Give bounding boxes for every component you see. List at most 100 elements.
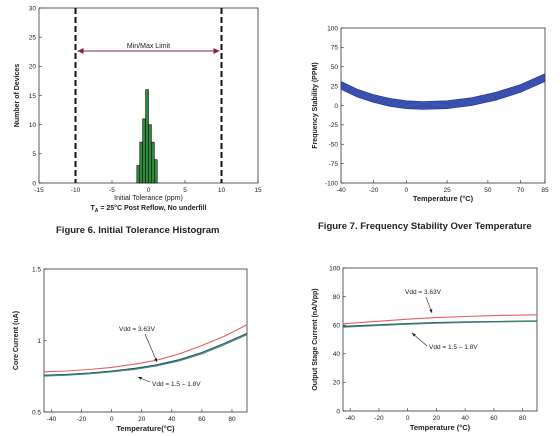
output-current-annotation-arrowhead-0: [429, 309, 433, 313]
output-current-y-tick-label: 20: [333, 380, 341, 387]
histogram-bar: [151, 141, 155, 184]
core-current-x-tick-label: 0: [110, 416, 114, 423]
core-current-y-tick-label: 1: [37, 338, 41, 345]
stability-y-tick-label: 75: [331, 45, 339, 52]
limit-annotation: Min/Max Limit: [127, 43, 170, 50]
core-current-x-tick-label: -40: [47, 416, 57, 423]
stability-curve: [340, 77, 546, 106]
histogram-x-tick-label: 0: [147, 187, 151, 194]
stability-y-tick-label: -25: [329, 122, 339, 129]
stability-curve: [340, 80, 546, 110]
stability-x-tick-label: 50: [484, 187, 492, 194]
stability-x-tick-label: 25: [443, 187, 451, 194]
output-current-y-tick-label: 100: [329, 265, 340, 272]
histogram-bar: [148, 124, 152, 184]
stability-x-axis-label: Temperature (°C): [413, 194, 474, 203]
output-current-x-tick-label: 80: [519, 415, 527, 422]
output-current-series-line-2: [343, 320, 537, 328]
stability-y-tick-label: -75: [329, 161, 339, 168]
histogram-bar: [142, 118, 146, 184]
core-current-x-tick-label: -20: [77, 416, 87, 423]
histogram-y-tick-label: 30: [29, 5, 37, 12]
output-current-y-tick-label: 40: [333, 351, 341, 358]
histogram-y-tick-label: 25: [29, 34, 37, 41]
stability-y-tick-label: 100: [327, 25, 338, 32]
output-current-x-axis-label: Temperature (°C): [410, 423, 471, 432]
core-current-series-line-0: [44, 324, 247, 373]
stability-curve: [340, 75, 546, 104]
output-current: -40 -20 0 20 40 60 80 0 20 40 60 80 100 Temperature (…: [312, 265, 538, 432]
output-current-annotation-0: Vdd = 3.63V: [405, 289, 442, 296]
stability-y-tick-label: 50: [331, 64, 339, 71]
histogram-bar: [139, 141, 143, 184]
output-current-x-tick-label: 0: [406, 415, 410, 422]
histogram-bar: [145, 89, 149, 184]
histogram: -15 -10 -5 0 5 10 15 0 5 10 15 20 25 30 Initial Tolera…: [14, 5, 262, 214]
output-current-x-tick-label: 40: [462, 415, 470, 422]
histogram-y-tick-label: 15: [29, 93, 37, 100]
core-current-series-line-1: [44, 332, 247, 376]
stability-y-tick-label: 0: [334, 103, 338, 110]
stability: -40 -20 0 25 50 70 85 -100 -75 -50 -25 0 25 50 75 100 Te…: [312, 25, 549, 203]
histogram-x-tick-label: 5: [183, 187, 187, 194]
core-current-annotation-1: Vdd = 1.5 – 1.8V: [152, 381, 201, 388]
histogram-x-tick-label: -10: [71, 187, 81, 194]
histogram-subtitle: TA = 25°C Post Reflow, No underfill: [90, 204, 206, 214]
histogram-x-tick-label: 10: [218, 187, 226, 194]
core-current-y-axis-label: Core Current (uA): [13, 311, 20, 370]
figure-7-caption: Figure 7. Frequency Stability Over Tempe…: [318, 221, 532, 232]
output-current-x-tick-label: -40: [345, 415, 355, 422]
output-current-x-tick-label: -20: [374, 415, 384, 422]
histogram-x-axis-label: Initial Tolerance (ppm): [114, 195, 183, 202]
histogram-y-tick-label: 10: [29, 122, 37, 129]
stability-x-tick-label: 70: [517, 187, 525, 194]
output-current-plot-frame: [342, 267, 538, 412]
core-current-x-tick-label: 80: [228, 416, 236, 423]
stability-y-tick-label: -50: [329, 142, 339, 149]
histogram-x-tick-label: -5: [109, 187, 115, 194]
stability-curve: [340, 78, 546, 107]
core-current-x-tick-label: 20: [138, 416, 146, 423]
limit-arrowhead-right: [213, 48, 220, 54]
output-current-y-axis-label: Output Stage Current (nA/Vpp): [312, 288, 319, 390]
output-current-y-tick-label: 80: [333, 294, 341, 301]
histogram-y-tick-label: 0: [32, 180, 36, 187]
output-current-x-tick-label: 20: [433, 415, 441, 422]
output-current-annotation-arrowhead-1: [412, 333, 416, 337]
core-current-x-tick-label: 60: [198, 416, 206, 423]
histogram-x-tick-label: 15: [254, 187, 262, 194]
core-current: -40 -20 0 20 40 60 80 0.5 1 1.5 Temperature(°C) Cor…: [13, 266, 248, 433]
output-current-y-tick-label: 0: [336, 408, 340, 415]
core-current-y-tick-label: 1.5: [32, 266, 41, 273]
histogram-y-tick-label: 20: [29, 64, 37, 71]
core-current-annotation-arrowhead-0: [154, 358, 157, 362]
stability-curve: [340, 73, 546, 103]
stability-x-tick-label: -40: [336, 187, 346, 194]
stability-x-tick-label: -20: [369, 187, 379, 194]
histogram-y-axis-label: Number of Devices: [14, 64, 21, 128]
stability-y-tick-label: -100: [325, 180, 338, 187]
stability-curve: [340, 79, 546, 109]
core-current-y-tick-label: 0.5: [32, 409, 41, 416]
output-current-series-line-0: [343, 314, 537, 325]
core-current-x-tick-label: 40: [168, 416, 176, 423]
output-current-x-tick-label: 60: [490, 415, 498, 422]
subtitle-rest: = 25°C Post Reflow, No underfill: [98, 204, 206, 212]
output-current-y-tick-label: 60: [333, 323, 341, 330]
stability-curve: [340, 76, 546, 105]
stability-y-tick-label: 25: [331, 83, 339, 90]
subtitle-subscript: A: [95, 208, 99, 214]
core-current-x-axis-label: Temperature(°C): [116, 424, 175, 433]
core-current-series-line-2: [44, 334, 247, 377]
core-current-annotation-arrow-0: [144, 333, 158, 363]
figure-6-caption: Figure 6. Initial Tolerance Histogram: [56, 225, 220, 236]
limit-arrowhead-left: [77, 48, 84, 54]
stability-x-tick-label: 0: [404, 187, 408, 194]
stability-x-tick-label: 85: [541, 187, 549, 194]
core-current-plot-frame: [43, 268, 248, 413]
histogram-x-tick-label: -15: [34, 187, 44, 194]
output-current-annotation-1: Vdd = 1.5 – 1.8V: [429, 344, 478, 351]
subtitle-t: T: [90, 205, 95, 212]
histogram-bar: [136, 165, 141, 184]
